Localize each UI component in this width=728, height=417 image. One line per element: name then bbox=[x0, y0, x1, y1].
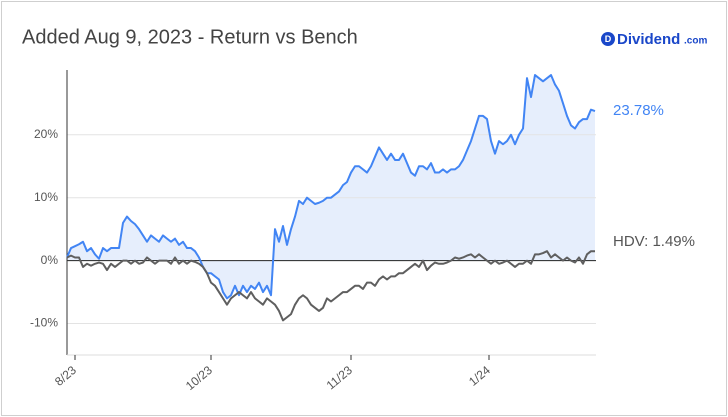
chart-title: Added Aug 9, 2023 - Return vs Bench bbox=[22, 26, 358, 48]
y-tick-label: 0% bbox=[41, 253, 59, 267]
end-label: 23.78% bbox=[613, 102, 664, 119]
logo: D Dividend .com bbox=[601, 31, 707, 48]
logo-name: Dividend bbox=[617, 31, 680, 48]
logo-icon-letter: D bbox=[605, 34, 612, 44]
series-line bbox=[66, 74, 596, 300]
area-fill bbox=[67, 75, 595, 299]
y-tick-label: 10% bbox=[34, 190, 58, 204]
logo-suffix: .com bbox=[684, 36, 707, 47]
logo-icon bbox=[601, 32, 615, 46]
y-tick-label: 20% bbox=[34, 127, 58, 141]
y-tick-label: -10% bbox=[30, 316, 58, 330]
end-label: HDV: 1.49% bbox=[613, 233, 695, 250]
series-line bbox=[66, 250, 596, 322]
